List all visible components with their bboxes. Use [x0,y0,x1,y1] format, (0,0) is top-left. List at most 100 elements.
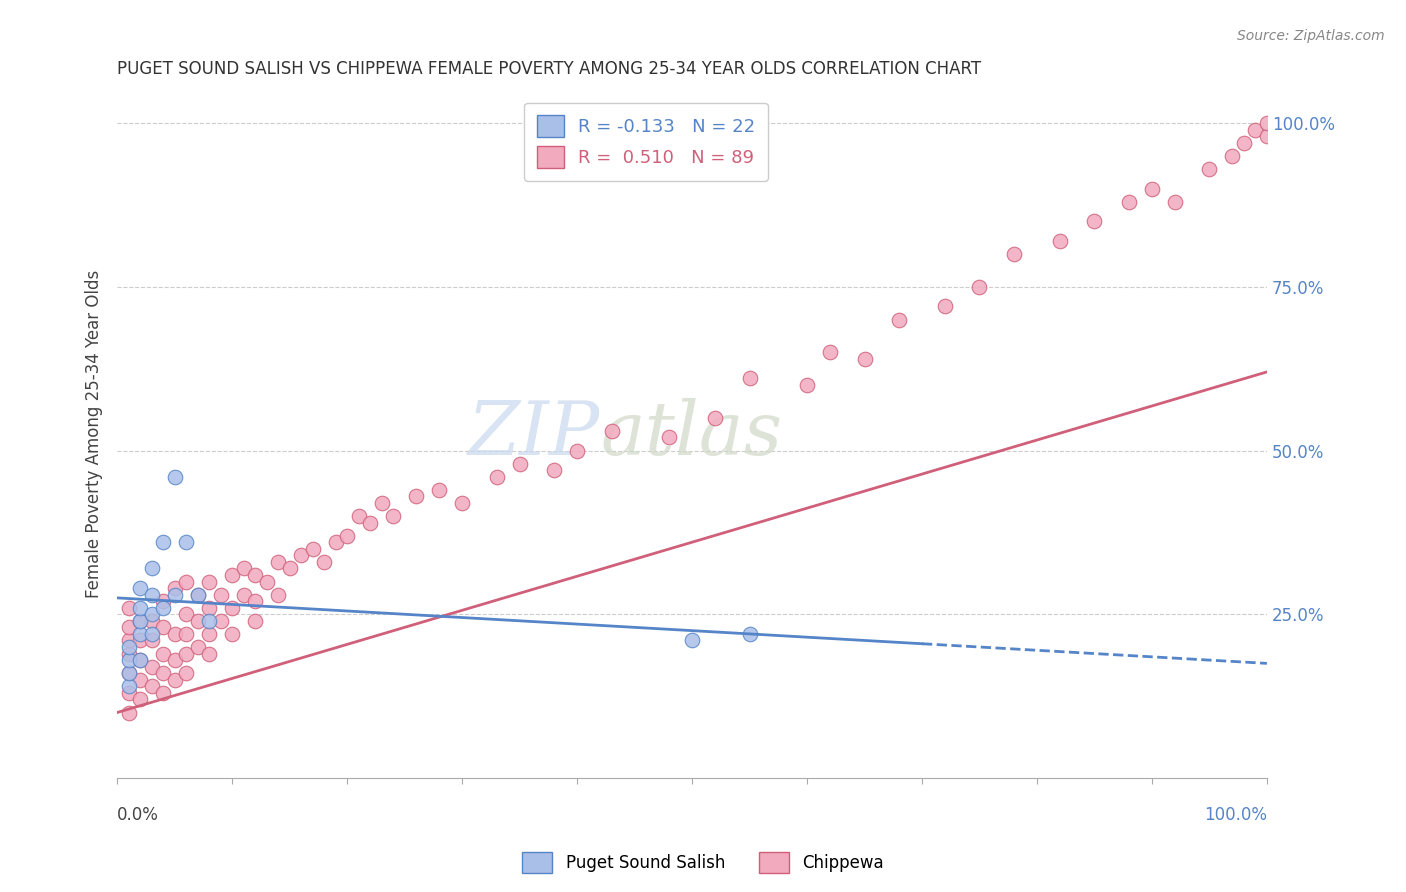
Text: PUGET SOUND SALISH VS CHIPPEWA FEMALE POVERTY AMONG 25-34 YEAR OLDS CORRELATION : PUGET SOUND SALISH VS CHIPPEWA FEMALE PO… [117,60,981,78]
Legend: R = -0.133   N = 22, R =  0.510   N = 89: R = -0.133 N = 22, R = 0.510 N = 89 [524,103,768,181]
Point [118,633,141,648]
Point [129,653,152,667]
Point [152,686,174,700]
Point [382,508,405,523]
Point [187,640,209,654]
Point [129,633,152,648]
Point [174,607,197,622]
Point [370,496,392,510]
Point [118,686,141,700]
Point [118,640,141,654]
Point [1256,129,1278,144]
Point [198,614,221,628]
Point [198,647,221,661]
Point [681,633,703,648]
Point [198,574,221,589]
Point [152,666,174,681]
Point [163,653,186,667]
Point [221,627,243,641]
Point [509,457,531,471]
Point [325,535,347,549]
Point [243,568,266,582]
Point [187,588,209,602]
Text: 0.0%: 0.0% [117,805,159,823]
Point [887,312,910,326]
Point [209,588,232,602]
Point [118,679,141,693]
Point [314,555,336,569]
Point [141,659,163,673]
Point [1222,149,1244,163]
Point [174,666,197,681]
Point [129,614,152,628]
Point [141,633,163,648]
Point [290,549,312,563]
Point [174,535,197,549]
Text: ZIP: ZIP [468,398,600,470]
Text: 100.0%: 100.0% [1204,805,1267,823]
Point [1256,116,1278,130]
Point [141,627,163,641]
Point [1198,161,1220,176]
Point [129,653,152,667]
Point [209,614,232,628]
Point [267,555,290,569]
Point [243,594,266,608]
Point [301,541,323,556]
Point [451,496,474,510]
Point [118,666,141,681]
Point [152,600,174,615]
Point [174,574,197,589]
Point [485,469,508,483]
Point [1049,234,1071,248]
Point [969,279,991,293]
Point [187,614,209,628]
Point [198,627,221,641]
Point [658,430,681,444]
Point [118,647,141,661]
Point [221,600,243,615]
Point [118,620,141,634]
Point [152,535,174,549]
Point [405,489,427,503]
Point [543,463,565,477]
Point [427,483,450,497]
Point [1118,194,1140,209]
Point [129,600,152,615]
Legend: Puget Sound Salish, Chippewa: Puget Sound Salish, Chippewa [516,846,890,880]
Point [163,627,186,641]
Point [853,351,876,366]
Text: Source: ZipAtlas.com: Source: ZipAtlas.com [1237,29,1385,43]
Point [243,614,266,628]
Point [1083,214,1105,228]
Point [818,345,841,359]
Point [141,614,163,628]
Point [141,561,163,575]
Point [738,371,761,385]
Point [1233,136,1256,150]
Point [359,516,381,530]
Y-axis label: Female Poverty Among 25-34 Year Olds: Female Poverty Among 25-34 Year Olds [86,270,103,599]
Point [267,588,290,602]
Point [152,594,174,608]
Point [232,561,254,575]
Text: atlas: atlas [600,398,782,470]
Point [336,529,359,543]
Point [1244,122,1267,136]
Point [118,600,141,615]
Point [256,574,278,589]
Point [934,300,956,314]
Point [600,424,623,438]
Point [118,706,141,720]
Point [129,692,152,706]
Point [347,508,370,523]
Point [1140,181,1163,195]
Point [278,561,301,575]
Point [163,581,186,595]
Point [129,673,152,687]
Point [129,614,152,628]
Point [174,627,197,641]
Point [1164,194,1187,209]
Point [129,581,152,595]
Point [704,410,727,425]
